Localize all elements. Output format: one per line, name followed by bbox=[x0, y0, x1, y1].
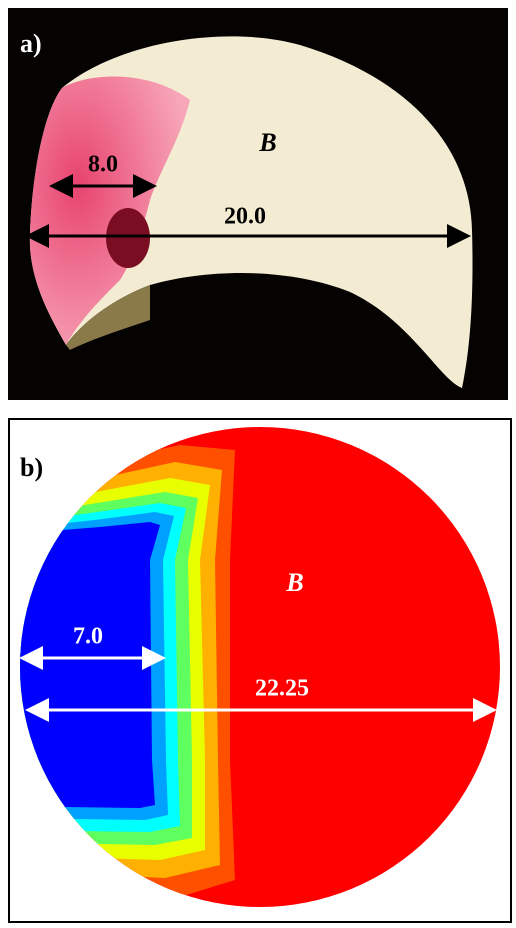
region-label: B bbox=[258, 128, 276, 157]
dimension-label: 8.0 bbox=[88, 152, 118, 178]
hole bbox=[106, 208, 150, 268]
dimension-label: 7.0 bbox=[73, 624, 103, 650]
panel-label: b) bbox=[20, 453, 43, 482]
figure: a) B 8.0 20.0 b) B 7.0 22.25 bbox=[0, 0, 516, 923]
dimension-label: 20.0 bbox=[224, 204, 266, 230]
region-label: B bbox=[285, 568, 303, 597]
panel-a: a) B 8.0 20.0 bbox=[8, 8, 508, 400]
panel-b: b) B 7.0 22.25 bbox=[0, 419, 511, 922]
panel-label: a) bbox=[20, 29, 42, 58]
dimension-label: 22.25 bbox=[255, 676, 309, 702]
